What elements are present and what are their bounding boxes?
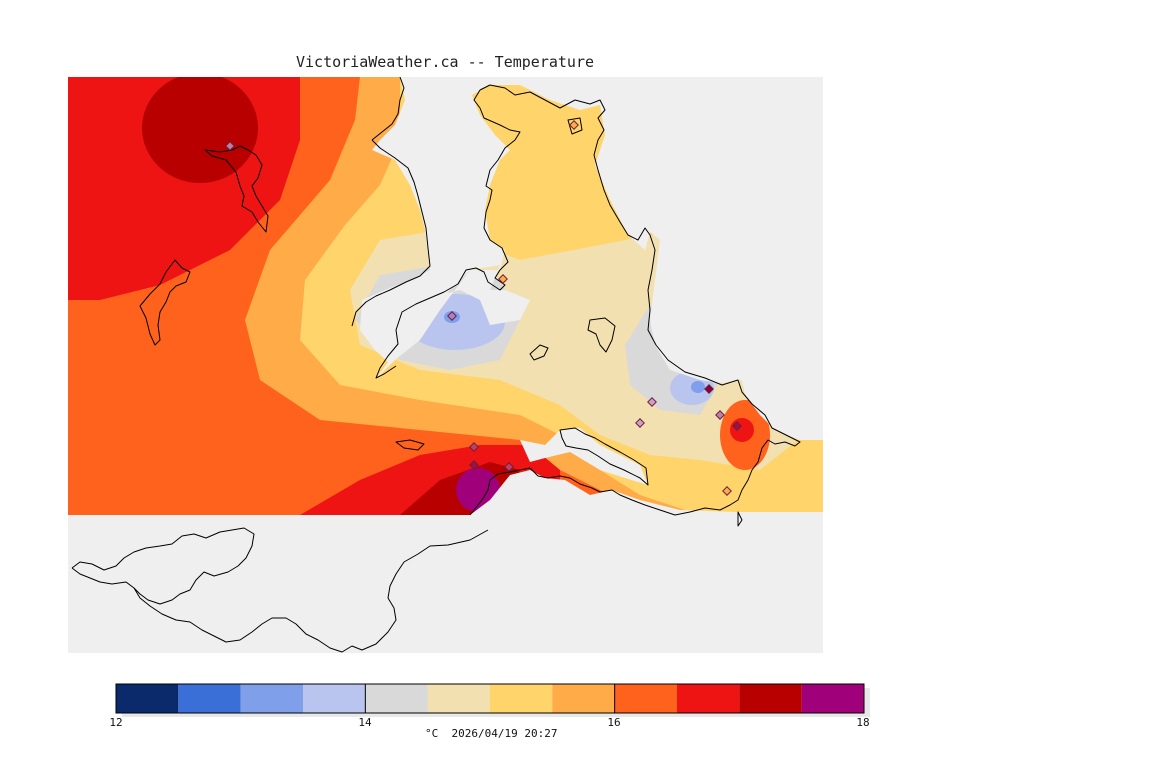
contour-13-right <box>691 381 705 393</box>
legend-tick-16: 16 <box>607 716 621 729</box>
station-marker <box>225 141 235 151</box>
legend-timestamp: 2026/04/19 20:27 <box>451 727 558 740</box>
station-marker <box>715 410 725 420</box>
legend-swatch <box>552 684 615 713</box>
coastline-nw <box>204 145 269 233</box>
legend-swatch <box>365 684 428 713</box>
legend-swatch <box>739 684 802 713</box>
color-legend <box>115 683 870 717</box>
legend-swatch <box>677 684 740 713</box>
contour-16-5-east <box>730 418 754 442</box>
station-marker <box>469 460 479 470</box>
legend-swatch <box>178 684 241 713</box>
station-marker <box>704 384 714 394</box>
island-3 <box>395 439 425 451</box>
coastline-west-arm <box>351 139 431 327</box>
legend-tick-12: 12 <box>109 716 123 729</box>
coastline-inlet-north <box>375 89 521 379</box>
station-marker <box>447 311 457 321</box>
legend-caption: °C 2026/04/19 20:27 <box>425 727 557 740</box>
legend-swatch <box>490 684 553 713</box>
coastline-inlet-south <box>469 467 531 516</box>
coastline-south-2 <box>71 527 255 605</box>
map-title: VictoriaWeather.ca -- Temperature <box>295 53 594 71</box>
station-marker <box>504 462 514 472</box>
coastline-south <box>71 529 489 653</box>
island-1 <box>587 317 616 353</box>
legend-tick-18: 18 <box>856 716 870 729</box>
station-marker <box>569 120 579 130</box>
coastline-gorge <box>559 427 649 486</box>
legend-swatch <box>801 684 864 713</box>
island-5 <box>567 117 583 135</box>
island-2 <box>529 344 549 361</box>
contour-17-nw <box>142 77 258 183</box>
coastline-nw-2 <box>139 259 191 346</box>
legend-swatch <box>240 684 303 713</box>
water-overlay <box>360 77 823 515</box>
coastline-upper <box>371 76 405 141</box>
legend-swatch <box>116 684 179 713</box>
coastlines <box>71 76 801 653</box>
weather-stations <box>225 120 742 496</box>
legend-unit: °C <box>425 727 439 740</box>
station-marker <box>732 421 742 431</box>
legend-swatch <box>614 684 677 713</box>
station-marker <box>498 274 508 284</box>
island-4 <box>737 511 743 527</box>
legend-swatch <box>303 684 366 713</box>
legend-swatch <box>427 684 490 713</box>
coastline-saanich <box>479 84 801 516</box>
station-marker <box>647 397 657 407</box>
station-marker <box>722 486 732 496</box>
station-marker <box>635 418 645 428</box>
station-marker <box>469 442 479 452</box>
legend-tick-14: 14 <box>358 716 372 729</box>
